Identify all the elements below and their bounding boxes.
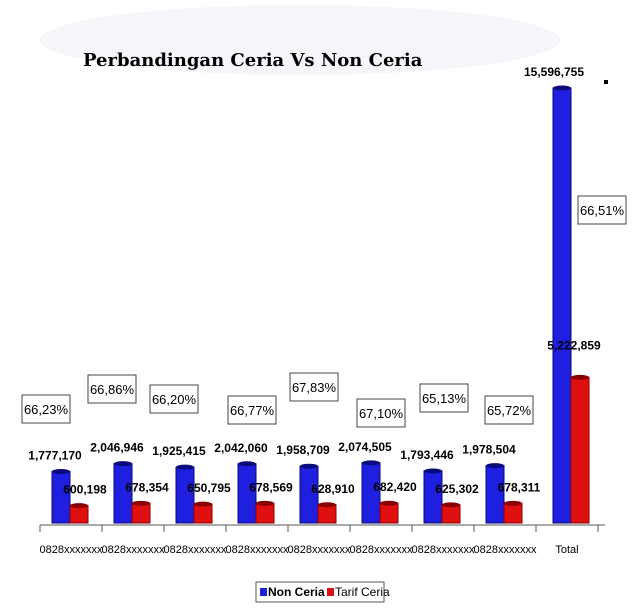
bar-tarif-ceria [503, 502, 523, 524]
bar-cap [194, 501, 212, 507]
percentage-label: 66,23% [24, 402, 69, 417]
bar-cap [176, 464, 194, 470]
bar-cap [424, 468, 442, 474]
bar-tarif-ceria [193, 503, 213, 524]
bar-cap [52, 468, 70, 474]
percentage-box [227, 395, 277, 425]
x-tick-label: 0828xxxxxxx [40, 544, 103, 556]
data-label-tarif-ceria: 625,302 [435, 482, 479, 496]
bar-tarif-ceria [131, 502, 151, 524]
plot-area: 1,777,170 600,198 66,23% 2,046,946 678,354 66… [21, 65, 627, 524]
x-tick-label: 0828xxxxxxx [350, 544, 413, 556]
bar-cap [238, 461, 256, 467]
percentage-label: 66,20% [152, 392, 197, 407]
bar-tarif-ceria [379, 502, 399, 524]
data-label-non-ceria: 1,958,709 [276, 443, 330, 457]
data-label-non-ceria: 1,925,415 [152, 444, 206, 458]
x-tick-label: 0828xxxxxxx [288, 544, 351, 556]
x-tick-label: Total [555, 544, 578, 556]
x-tick-label: 0828xxxxxxx [226, 544, 289, 556]
percentage-box [149, 384, 199, 414]
bar-non-ceria [552, 87, 572, 524]
bar-cap [442, 502, 460, 508]
percentage-box [289, 372, 339, 402]
data-label-tarif-ceria: 600,198 [63, 483, 107, 497]
bar-cap [553, 85, 571, 91]
x-tick-label: 0828xxxxxxx [164, 544, 227, 556]
data-label-non-ceria: 1,777,170 [28, 448, 82, 462]
percentage-label: 66,77% [230, 403, 275, 418]
percentage-label: 66,51% [580, 203, 625, 218]
bar-cap [504, 500, 522, 506]
legend-swatch-non-ceria [260, 588, 267, 596]
legend-label-tarif-ceria: Tarif Ceria [335, 585, 390, 599]
percentage-label: 65,13% [422, 391, 467, 406]
bar-cap [70, 503, 88, 509]
data-label-tarif-ceria: 678,311 [498, 480, 541, 494]
data-label-tarif-ceria: 650,795 [187, 481, 231, 495]
x-tick-label: 0828xxxxxxx [102, 544, 165, 556]
data-label-tarif-ceria: 682,420 [373, 480, 417, 494]
bar-tarif-ceria [317, 504, 337, 524]
bar-cap [256, 500, 274, 506]
data-label-tarif-ceria: 628,910 [311, 482, 355, 496]
legend-swatch-tarif-ceria [327, 588, 334, 596]
data-label-non-ceria: 15,596,755 [524, 65, 584, 79]
x-axis-ticks: 0828xxxxxxx 0828xxxxxxx 0828xxxxxxx 0828xxx… [39, 525, 599, 556]
data-label-non-ceria: 2,074,505 [338, 440, 392, 454]
bar-cap [114, 461, 132, 467]
data-label-tarif-ceria: 5,222,859 [547, 338, 601, 352]
data-label-non-ceria: 2,042,060 [214, 441, 268, 455]
bar-non-ceria [423, 470, 443, 524]
chart-title: Perbandingan Ceria Vs Non Ceria [83, 50, 423, 71]
bar-cap [571, 374, 589, 380]
data-label-non-ceria: 1,793,446 [400, 448, 454, 462]
bar-cap [486, 463, 504, 469]
percentage-box [21, 394, 71, 424]
percentage-box [419, 383, 469, 413]
data-label-tarif-ceria: 678,354 [125, 480, 169, 494]
x-tick-label: 0828xxxxxxx [412, 544, 475, 556]
bar-tarif-ceria [255, 502, 275, 524]
legend: Non Ceria Tarif Ceria [255, 581, 390, 603]
data-label-non-ceria: 1,978,504 [462, 443, 516, 457]
bar-non-ceria [51, 470, 71, 524]
bar-cap [132, 500, 150, 506]
legend-label-non-ceria: Non Ceria [268, 585, 325, 599]
x-tick-label: 0828xxxxxxx [474, 544, 537, 556]
percentage-label: 67,10% [359, 406, 404, 421]
percentage-label: 67,83% [292, 380, 337, 395]
percentage-label: 66,86% [90, 382, 135, 397]
percentage-box [87, 374, 137, 404]
bar-tarif-ceria [69, 505, 89, 524]
percentage-box [484, 395, 534, 425]
corner-marker [604, 80, 608, 84]
bar-tarif-ceria [441, 504, 461, 524]
legend-box [255, 581, 385, 603]
data-label-non-ceria: 2,046,946 [90, 441, 144, 455]
bar-cap [380, 500, 398, 506]
bar-tarif-ceria [570, 376, 590, 524]
bar-cap [300, 463, 318, 469]
percentage-label: 65,72% [487, 403, 532, 418]
percentage-box [356, 398, 406, 428]
bar-cap [362, 460, 380, 466]
percentage-box [577, 195, 627, 225]
data-label-tarif-ceria: 678,569 [249, 480, 293, 494]
bar-cap [318, 502, 336, 508]
backdrop-haze [40, 5, 560, 75]
